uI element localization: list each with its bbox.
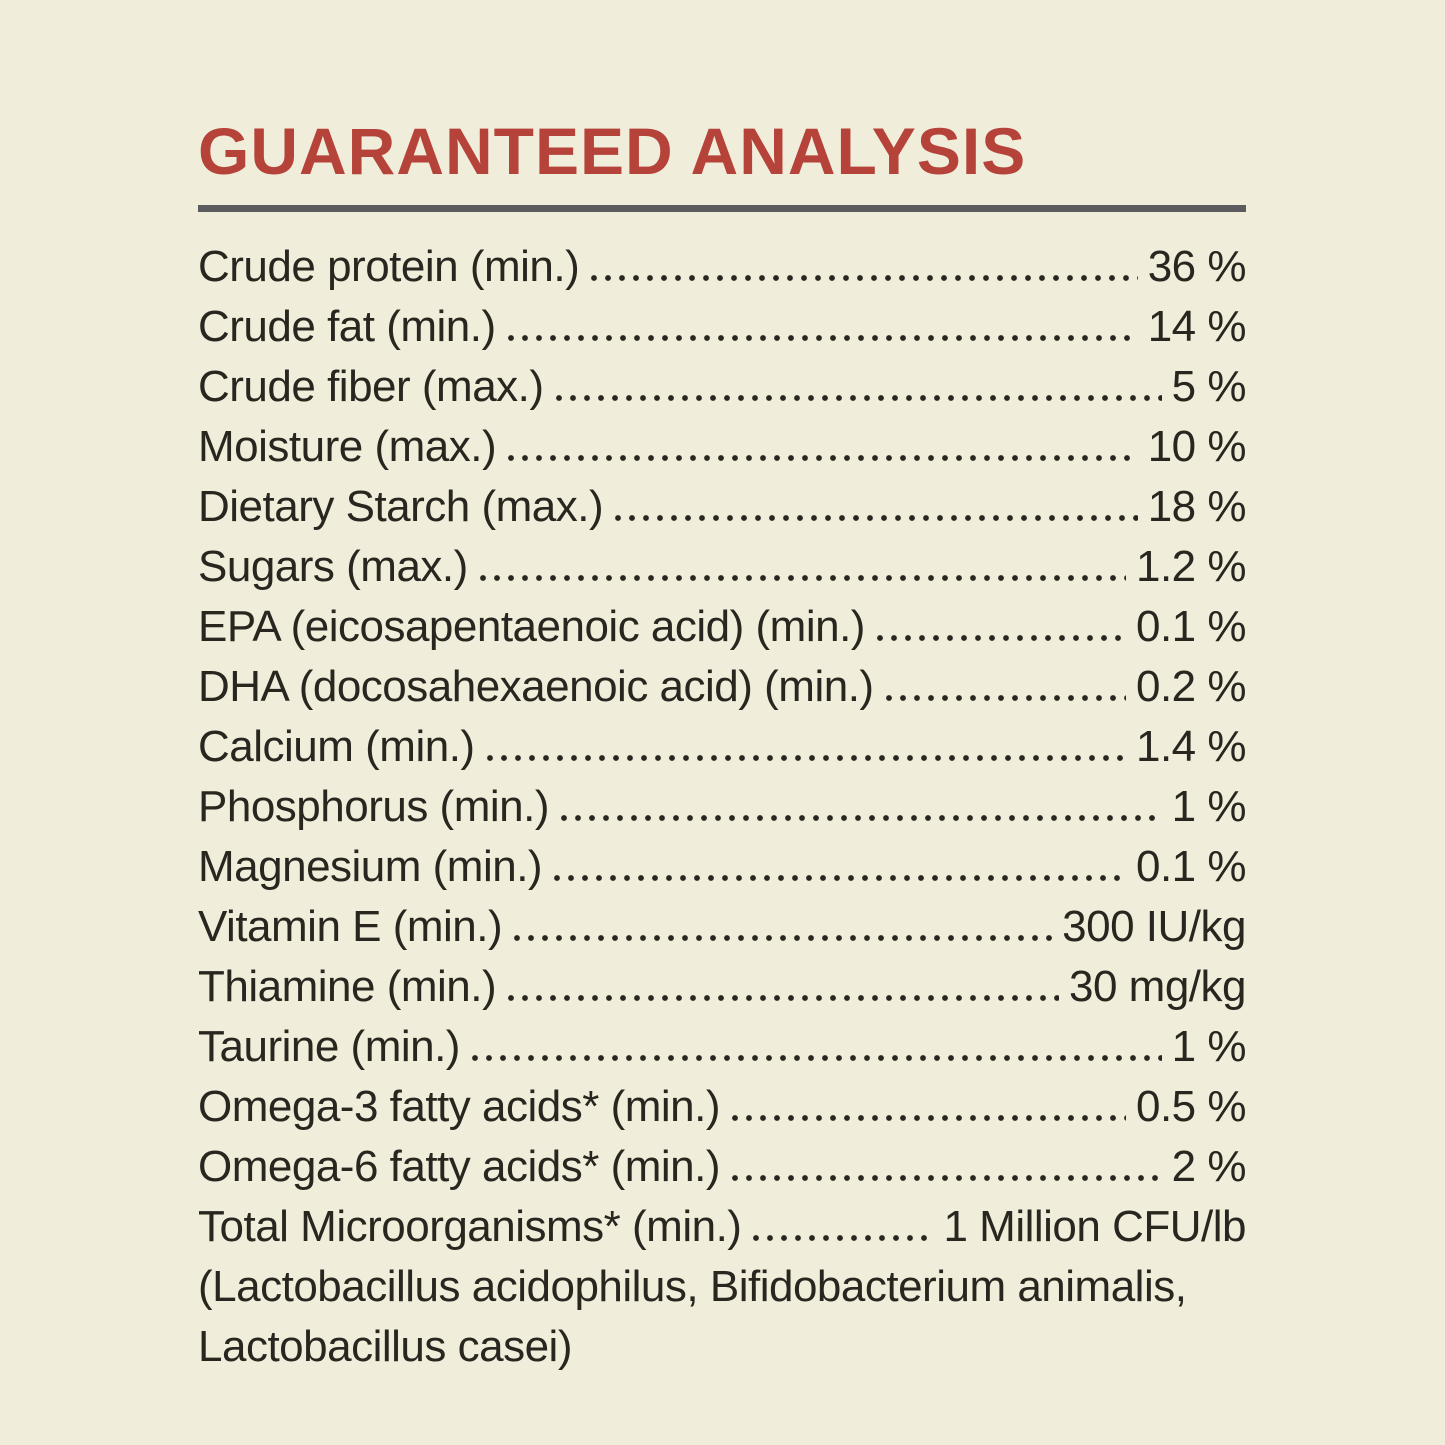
dotted-leader: [555, 395, 1162, 401]
guaranteed-analysis-panel: GUARANTEED ANALYSIS Crude protein (min.)…: [198, 114, 1247, 1377]
dotted-leader: [507, 335, 1138, 341]
nutrient-label: Crude fat (min.): [198, 302, 496, 351]
nutrient-value: 30 mg/kg: [1069, 962, 1246, 1011]
analysis-row: Taurine (min.) 1 %: [198, 1017, 1247, 1077]
nutrient-label: DHA (docosahexaenoic acid) (min.): [198, 662, 874, 711]
microorganisms-footnote: (Lactobacillus acidophilus, Bifidobacter…: [198, 1257, 1246, 1377]
dotted-leader: [486, 755, 1126, 761]
analysis-row: Calcium (min.) 1.4 %: [198, 717, 1247, 777]
dotted-leader: [753, 1235, 934, 1241]
nutrient-label: Magnesium (min.): [198, 842, 543, 891]
analysis-row: Crude fat (min.) 14 %: [198, 297, 1247, 357]
dotted-leader: [514, 935, 1053, 941]
nutrient-label: Moisture (max.): [198, 422, 497, 471]
nutrient-value: 18 %: [1147, 482, 1247, 531]
nutrient-value: 36 %: [1147, 242, 1247, 291]
nutrient-label: Vitamin E (min.): [198, 902, 503, 951]
analysis-row: Crude protein (min.) 36 %: [198, 237, 1247, 297]
dotted-leader: [560, 815, 1162, 821]
dotted-leader: [508, 455, 1138, 461]
dotted-leader: [479, 575, 1126, 581]
analysis-row: Moisture (max.) 10 %: [198, 417, 1247, 477]
dotted-leader: [508, 995, 1060, 1001]
analysis-row: Omega-3 fatty acids* (min.) 0.5 %: [198, 1077, 1247, 1137]
title-divider-rule: [198, 205, 1246, 212]
analysis-row: Sugars (max.) 1.2 %: [198, 537, 1247, 597]
dotted-leader: [885, 695, 1126, 701]
nutrient-value: 1.4 %: [1135, 722, 1247, 771]
nutrient-label: Total Microorganisms* (min.): [198, 1202, 742, 1251]
nutrient-label: Crude protein (min.): [198, 242, 580, 291]
nutrient-value: 5 %: [1171, 362, 1247, 411]
analysis-row: Phosphorus (min.) 1 %: [198, 777, 1247, 837]
nutrient-value: 10 %: [1147, 422, 1247, 471]
nutrient-value: 2 %: [1171, 1142, 1247, 1191]
footnote-line: Lactobacillus casei): [198, 1322, 572, 1371]
analysis-row: Magnesium (min.) 0.1 %: [198, 837, 1247, 897]
analysis-row: Dietary Starch (max.) 18 %: [198, 477, 1247, 537]
dotted-leader: [591, 275, 1138, 281]
nutrient-label: Taurine (min.): [198, 1022, 460, 1071]
nutrient-value: 14 %: [1147, 302, 1247, 351]
nutrient-label: Crude fiber (max.): [198, 362, 544, 411]
dotted-leader: [471, 1055, 1162, 1061]
nutrient-label: Dietary Starch (max.): [198, 482, 604, 531]
dotted-leader: [554, 875, 1126, 881]
analysis-row: Crude fiber (max.) 5 %: [198, 357, 1247, 417]
dotted-leader: [732, 1115, 1126, 1121]
nutrient-label: Calcium (min.): [198, 722, 475, 771]
dotted-leader: [615, 515, 1138, 521]
nutrient-label: Thiamine (min.): [198, 962, 497, 1011]
nutrient-label: Sugars (max.): [198, 542, 468, 591]
analysis-row: DHA (docosahexaenoic acid) (min.) 0.2 %: [198, 657, 1247, 717]
nutrient-value: 0.2 %: [1135, 662, 1247, 711]
nutrient-label: Phosphorus (min.): [198, 782, 549, 831]
nutrient-value: 300 IU/kg: [1062, 902, 1246, 951]
nutrient-value: 0.1 %: [1135, 842, 1247, 891]
nutrient-value: 0.1 %: [1135, 602, 1247, 651]
nutrient-label: EPA (eicosapentaenoic acid) (min.): [198, 602, 865, 651]
guaranteed-analysis-title: GUARANTEED ANALYSIS: [198, 114, 1027, 188]
nutrient-label: Omega-3 fatty acids* (min.): [198, 1082, 721, 1131]
analysis-row: Thiamine (min.) 30 mg/kg: [198, 957, 1246, 1017]
nutrient-value: 0.5 %: [1135, 1082, 1247, 1131]
nutrient-value: 1 %: [1171, 782, 1247, 831]
analysis-row: Total Microorganisms* (min.) 1 Million C…: [198, 1197, 1246, 1257]
nutrient-value: 1.2 %: [1135, 542, 1247, 591]
analysis-row: Omega-6 fatty acids* (min.) 2 %: [198, 1137, 1247, 1197]
nutrient-value: 1 Million CFU/lb: [943, 1202, 1246, 1251]
nutrient-value: 1 %: [1171, 1022, 1247, 1071]
analysis-row: EPA (eicosapentaenoic acid) (min.) 0.1 %: [198, 597, 1247, 657]
nutrient-label: Omega-6 fatty acids* (min.): [198, 1142, 721, 1191]
analysis-row: Vitamin E (min.) 300 IU/kg: [198, 897, 1246, 957]
footnote-line: (Lactobacillus acidophilus, Bifidobacter…: [198, 1262, 1187, 1311]
analysis-table: Crude protein (min.) 36 % Crude fat (min…: [198, 237, 1247, 1257]
dotted-leader: [876, 635, 1126, 641]
dotted-leader: [732, 1175, 1162, 1181]
